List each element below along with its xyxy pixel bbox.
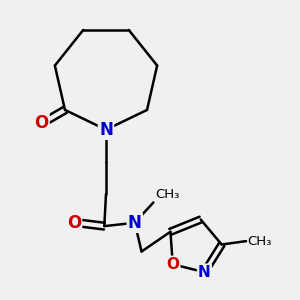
- Text: O: O: [67, 214, 81, 232]
- Text: N: N: [99, 121, 113, 139]
- Text: O: O: [166, 257, 179, 272]
- Text: CH₃: CH₃: [155, 188, 179, 201]
- Text: CH₃: CH₃: [248, 235, 272, 248]
- Text: N: N: [128, 214, 142, 232]
- Text: O: O: [34, 114, 48, 132]
- Text: N: N: [198, 265, 211, 280]
